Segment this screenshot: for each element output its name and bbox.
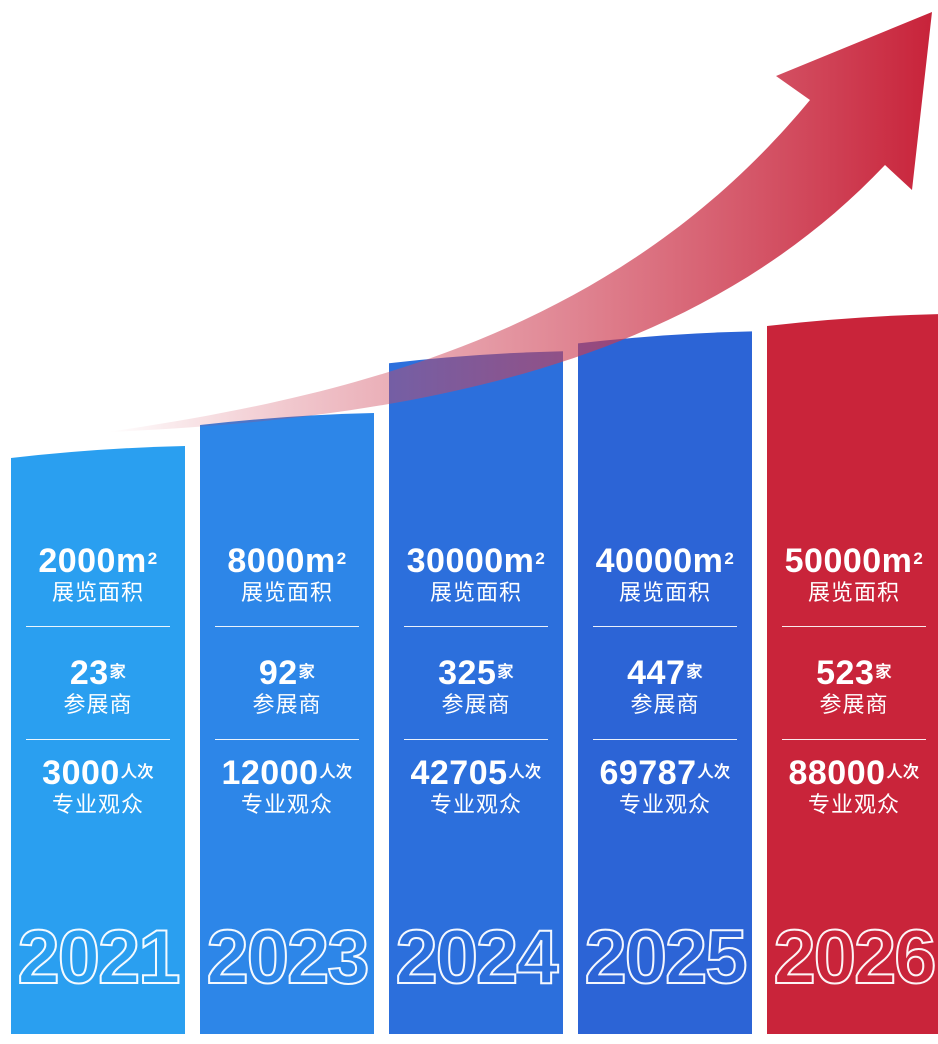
visitor-label: 专业观众	[240, 792, 333, 817]
divider	[404, 626, 548, 627]
exhibitor-value: 523家	[767, 655, 938, 691]
exhibitor-value: 325家	[389, 655, 563, 691]
area-number: 50000	[784, 542, 882, 580]
area-value: 50000m2	[767, 543, 938, 579]
visitor-label: 专业观众	[807, 792, 900, 817]
bar-2023	[200, 413, 374, 1034]
exhibitor-number: 92	[258, 654, 298, 692]
divider	[26, 739, 170, 740]
bar-stats-2023: 8000m2 展览面积 92家 参展商 12000人次 专业观众	[200, 543, 374, 819]
area-unit: m	[304, 542, 336, 580]
divider	[215, 626, 359, 627]
visitor-number: 69787	[599, 754, 697, 792]
area-unit-superscript: 2	[336, 549, 347, 568]
area-number: 30000	[406, 542, 504, 580]
area-value: 2000m2	[11, 543, 185, 579]
area-unit: m	[692, 542, 724, 580]
exhibitor-label: 参展商	[630, 692, 700, 717]
visitor-label: 专业观众	[429, 792, 522, 817]
area-number: 40000	[595, 542, 693, 580]
exhibitor-label: 参展商	[252, 692, 322, 717]
exhibitor-unit: 家	[109, 664, 127, 681]
area-label: 展览面积	[807, 580, 900, 605]
year-label-2023: 2023	[205, 914, 370, 1001]
growth-arrow	[108, 12, 932, 432]
area-unit: m	[881, 542, 913, 580]
area-unit-superscript: 2	[147, 549, 158, 568]
visitor-unit: 人次	[120, 764, 154, 781]
visitor-value: 69787人次	[578, 755, 752, 791]
exhibitor-number: 325	[438, 654, 497, 692]
year-label-2021: 2021	[16, 914, 181, 1001]
divider	[782, 626, 926, 627]
area-unit: m	[115, 542, 147, 580]
divider	[782, 739, 926, 740]
exhibitor-value: 92家	[200, 655, 374, 691]
visitor-unit: 人次	[697, 764, 731, 781]
area-label: 展览面积	[240, 580, 333, 605]
divider	[26, 626, 170, 627]
area-unit-superscript: 2	[724, 549, 735, 568]
visitor-unit: 人次	[886, 764, 920, 781]
exhibitor-number: 523	[816, 654, 875, 692]
bar-2021	[11, 446, 185, 1034]
area-unit-superscript: 2	[913, 549, 924, 568]
visitor-value: 3000人次	[11, 755, 185, 791]
divider	[593, 626, 737, 627]
exhibitor-unit: 家	[875, 664, 892, 681]
area-label: 展览面积	[618, 580, 711, 605]
area-label: 展览面积	[51, 580, 144, 605]
visitor-unit: 人次	[319, 764, 353, 781]
exhibitor-unit: 家	[298, 664, 316, 681]
bar-2026	[767, 314, 938, 1034]
visitor-value: 88000人次	[767, 755, 938, 791]
exhibitor-label: 参展商	[63, 692, 133, 717]
area-value: 40000m2	[578, 543, 752, 579]
bar-stats-2025: 40000m2 展览面积 447家 参展商 69787人次 专业观众	[578, 543, 752, 819]
exhibitor-number: 23	[69, 654, 109, 692]
visitor-number: 42705	[410, 754, 508, 792]
exhibitor-value: 23家	[11, 655, 185, 691]
year-label-2024: 2024	[394, 914, 559, 1001]
area-unit-superscript: 2	[535, 549, 546, 568]
divider	[215, 739, 359, 740]
visitor-unit: 人次	[508, 764, 542, 781]
area-value: 30000m2	[389, 543, 563, 579]
year-label-2026: 2026	[772, 914, 937, 1001]
divider	[404, 739, 548, 740]
area-number: 2000	[38, 542, 116, 580]
exhibitor-unit: 家	[686, 664, 703, 681]
area-number: 8000	[227, 542, 305, 580]
visitor-number: 12000	[221, 754, 319, 792]
exhibitor-value: 447家	[578, 655, 752, 691]
bar-stats-2026: 50000m2 展览面积 523家 参展商 88000人次 专业观众	[767, 543, 938, 819]
visitor-number: 88000	[788, 754, 886, 792]
exhibitor-label: 参展商	[441, 692, 511, 717]
divider	[593, 739, 737, 740]
bars-layer	[11, 314, 938, 1035]
visitor-label: 专业观众	[51, 792, 144, 817]
exhibitor-label: 参展商	[819, 692, 889, 717]
area-value: 8000m2	[200, 543, 374, 579]
bar-2025	[578, 331, 752, 1034]
bar-stats-2021: 2000m2 展览面积 23家 参展商 3000人次 专业观众	[11, 543, 185, 819]
visitor-value: 12000人次	[200, 755, 374, 791]
exhibitor-unit: 家	[497, 664, 514, 681]
area-unit: m	[503, 542, 535, 580]
visitor-value: 42705人次	[389, 755, 563, 791]
year-label-2025: 2025	[583, 914, 748, 1001]
exhibitor-number: 447	[627, 654, 686, 692]
visitor-label: 专业观众	[618, 792, 711, 817]
area-label: 展览面积	[429, 580, 522, 605]
bar-stats-2024: 30000m2 展览面积 325家 参展商 42705人次 专业观众	[389, 543, 563, 819]
bar-2024	[389, 351, 563, 1035]
visitor-number: 3000	[42, 754, 120, 792]
